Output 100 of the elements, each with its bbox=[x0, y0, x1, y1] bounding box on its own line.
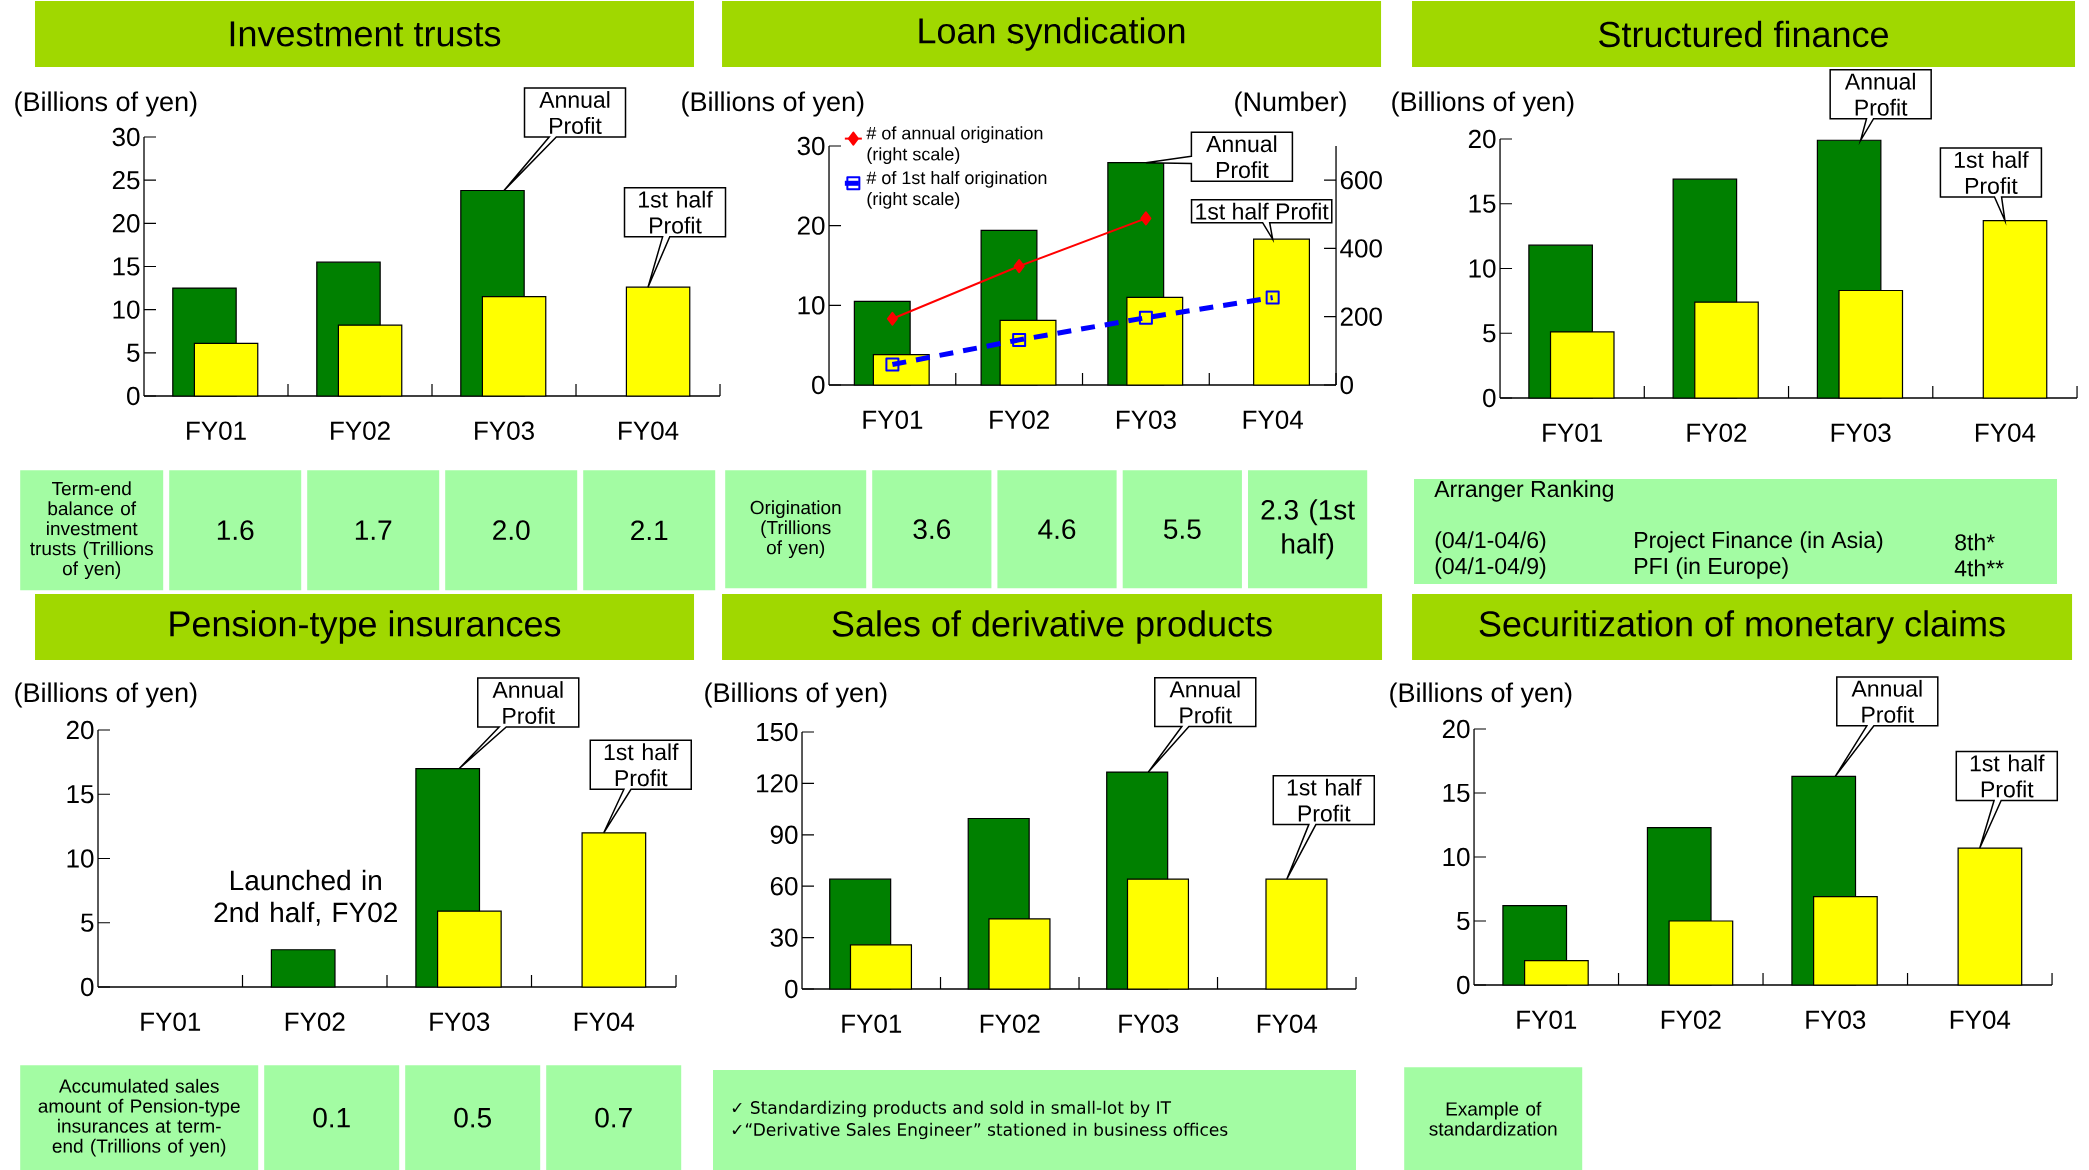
x-tick-label: FY02 bbox=[331, 421, 390, 440]
y-tick-label: 30 bbox=[797, 136, 825, 156]
chart-title: Securitization of monetary claims bbox=[1479, 610, 2005, 644]
y2-tick-label: 0 bbox=[1340, 375, 1353, 395]
annotation: Annual Profit bbox=[1206, 135, 1277, 179]
annotation: 1st half Profit bbox=[604, 743, 679, 787]
y2-tick-label: 400 bbox=[1340, 239, 1382, 258]
y2-tick-label: 200 bbox=[1340, 307, 1382, 326]
y-tick-label: 0 bbox=[785, 979, 798, 999]
y-tick-label: 20 bbox=[797, 216, 825, 235]
y-axis-title: (Billions of yen) bbox=[15, 682, 197, 708]
text: ✓ Standardizing products and sold in small-lot by IT bbox=[732, 1100, 1172, 1118]
text: 2.3 (1st half) bbox=[1261, 499, 1355, 560]
x-tick-label: FY01 bbox=[1543, 423, 1602, 442]
y-tick-label: 20 bbox=[66, 720, 94, 740]
point bbox=[1265, 290, 1280, 305]
y-tick-label: 5 bbox=[1483, 324, 1496, 343]
y-tick-label: 30 bbox=[112, 127, 140, 147]
text: (04/1-04/9) bbox=[1435, 557, 1546, 579]
point bbox=[885, 357, 900, 372]
point bbox=[1013, 259, 1025, 274]
y2-tick-label: 600 bbox=[1340, 170, 1382, 190]
x-tick-label: FY02 bbox=[980, 1014, 1040, 1033]
y2-axis-title: (Number) bbox=[1235, 91, 1346, 117]
y-axis-title: (Billions of yen) bbox=[1392, 91, 1574, 117]
x-tick-label: FY02 bbox=[285, 1012, 345, 1031]
y-axis-title: (Billions of yen) bbox=[1390, 682, 1572, 708]
annotation: 1st half Profit bbox=[1970, 754, 2045, 798]
y-tick-label: 10 bbox=[798, 296, 825, 315]
y-tick-label: 5 bbox=[127, 343, 140, 362]
y-tick-label: 0 bbox=[127, 386, 140, 406]
chart-title: Sales of derivative products bbox=[832, 610, 1272, 644]
text: Arranger Ranking bbox=[1434, 480, 1613, 502]
chart-title: Pension-type insurances bbox=[170, 610, 561, 644]
chart-title: Loan syndication bbox=[919, 17, 1185, 51]
annotation: Annual Profit bbox=[492, 681, 563, 724]
text: Project Finance (in Asia) bbox=[1635, 531, 1883, 553]
annotation: 1st half Profit bbox=[639, 190, 713, 234]
y-tick-label: 120 bbox=[757, 774, 798, 793]
annotation: Annual Profit bbox=[1851, 679, 1922, 723]
point bbox=[886, 311, 898, 326]
text: Example of standardization bbox=[1429, 1101, 1557, 1136]
y-tick-label: 15 bbox=[113, 257, 140, 276]
x-tick-label: FY03 bbox=[1806, 1010, 1866, 1029]
y-axis-title: (Billions of yen) bbox=[682, 91, 864, 117]
text: (04/1-04/6) bbox=[1435, 531, 1546, 553]
text: Term-end balance of investment trusts (Trillions of yen) bbox=[30, 481, 153, 580]
text: 5.5 bbox=[1163, 519, 1201, 539]
x-tick-label: FY03 bbox=[1116, 410, 1176, 429]
y-tick-label: 0 bbox=[812, 375, 825, 395]
x-tick-label: FY02 bbox=[990, 410, 1049, 429]
y-axis-title: (Billions of yen) bbox=[15, 91, 197, 117]
text: 8th* bbox=[1955, 533, 1995, 551]
y-axis-title: (Billions of yen) bbox=[705, 682, 887, 708]
text: 2.1 bbox=[631, 520, 668, 540]
y-tick-label: 10 bbox=[113, 300, 140, 319]
text: 0.5 bbox=[454, 1107, 491, 1128]
x-tick-label: FY03 bbox=[1119, 1014, 1179, 1033]
x-tick-label: FY03 bbox=[1831, 423, 1891, 442]
chart-title: Investment trusts bbox=[230, 21, 501, 47]
y-tick-label: 20 bbox=[1442, 719, 1470, 739]
text: 1.7 bbox=[355, 520, 392, 540]
x-tick-label: FY01 bbox=[842, 1014, 902, 1033]
y-tick-label: 150 bbox=[757, 722, 798, 742]
legend-label: # of annual origination (right scale) bbox=[866, 126, 1043, 165]
annotation: Annual Profit bbox=[539, 91, 610, 134]
x-tick-label: FY04 bbox=[619, 421, 679, 440]
x-tick-label: FY04 bbox=[1950, 1010, 2011, 1029]
y-tick-label: 25 bbox=[112, 170, 140, 190]
y-tick-label: 15 bbox=[1443, 783, 1470, 803]
x-tick-label: FY04 bbox=[574, 1012, 635, 1031]
y-tick-label: 0 bbox=[81, 977, 94, 997]
y-tick-label: 0 bbox=[1457, 975, 1470, 995]
y-tick-label: 10 bbox=[1469, 259, 1496, 278]
x-tick-label: FY03 bbox=[430, 1012, 490, 1031]
y-tick-label: 20 bbox=[112, 214, 140, 233]
point bbox=[1138, 310, 1153, 325]
y-tick-label: 0 bbox=[1483, 388, 1496, 408]
y-tick-label: 20 bbox=[1468, 129, 1496, 149]
text: 3.6 bbox=[913, 519, 951, 540]
x-tick-label: FY03 bbox=[475, 421, 534, 440]
y-tick-label: 15 bbox=[1469, 194, 1496, 213]
y-tick-label: 10 bbox=[67, 849, 94, 868]
x-tick-label: FY02 bbox=[1661, 1010, 1721, 1029]
chart-title: Structured finance bbox=[1599, 20, 1888, 48]
text: Accumulated sales amount of Pension-type insurances at term-end (Trillions of yen) bbox=[38, 1078, 240, 1157]
y-tick-label: 10 bbox=[1443, 847, 1470, 867]
text: 4th** bbox=[1954, 559, 2004, 577]
point bbox=[1140, 211, 1152, 226]
x-tick-label: FY01 bbox=[1517, 1010, 1577, 1029]
annotation: Annual Profit bbox=[1844, 72, 1915, 116]
y-tick-label: 5 bbox=[1457, 911, 1470, 931]
text: 4.6 bbox=[1038, 519, 1076, 540]
y-tick-label: 60 bbox=[770, 876, 798, 896]
annotation: Launched in 2nd half, FY02 bbox=[214, 869, 397, 926]
y-tick-label: 30 bbox=[770, 928, 798, 947]
annotation: Annual Profit bbox=[1169, 680, 1240, 724]
point bbox=[1012, 332, 1027, 347]
y-tick-label: 5 bbox=[81, 913, 94, 932]
y-tick-label: 90 bbox=[770, 825, 798, 844]
